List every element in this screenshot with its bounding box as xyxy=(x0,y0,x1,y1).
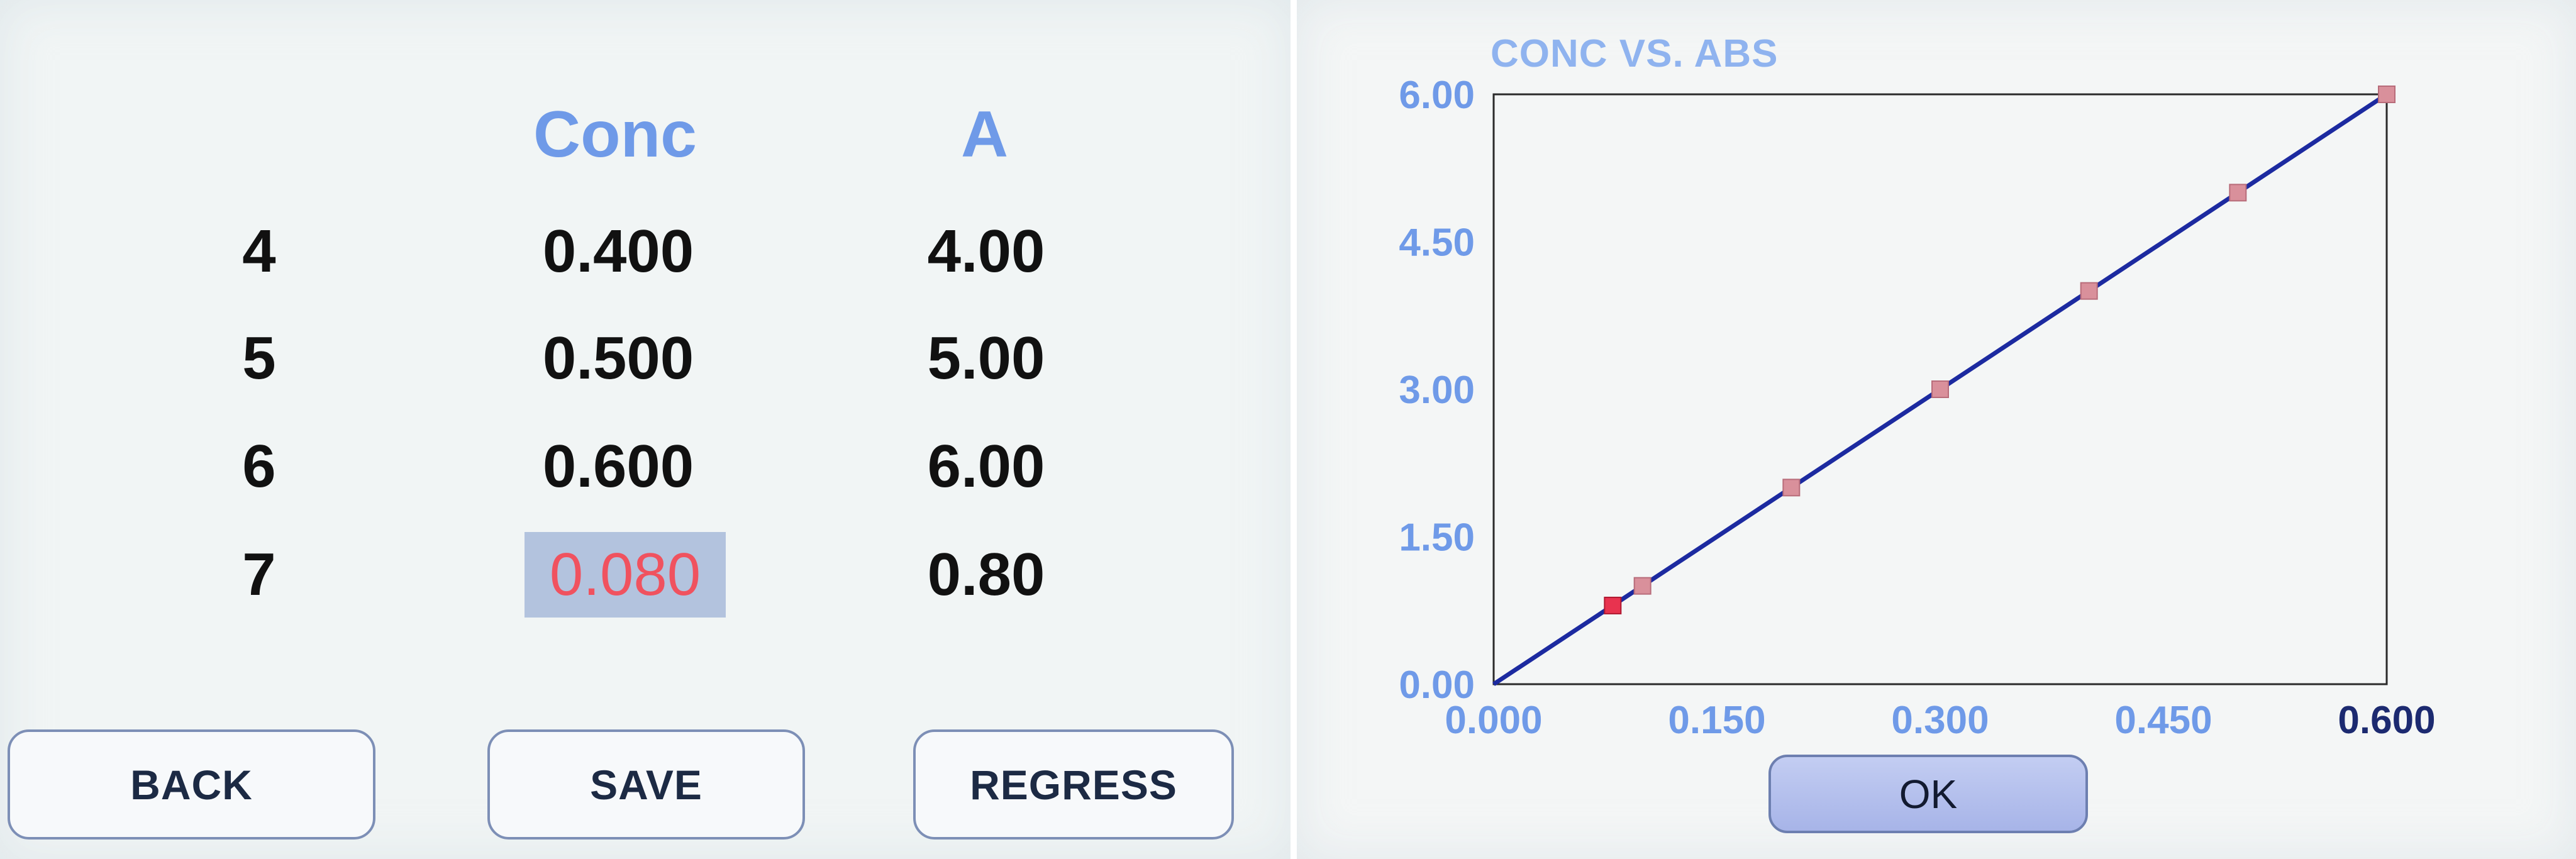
plot-frame xyxy=(1492,93,2388,685)
x-tick-label: 0.300 xyxy=(1891,699,1989,742)
regress-button[interactable]: REGRESS xyxy=(913,729,1234,840)
row-index: 7 xyxy=(242,541,276,608)
conc-column-header: Conc xyxy=(533,98,697,171)
y-tick-label: 4.50 xyxy=(1399,221,1475,265)
conc-cell[interactable]: 0.400 xyxy=(542,218,694,285)
conc-cell[interactable]: 0.600 xyxy=(542,433,694,500)
y-tick-label: 1.50 xyxy=(1399,516,1475,560)
x-tick-label: 0.600 xyxy=(2338,699,2435,742)
chart-title: CONC VS. ABS xyxy=(1491,32,1779,75)
x-tick-label: 0.150 xyxy=(1668,699,1765,742)
data-point-selected xyxy=(1604,596,1622,614)
data-table-panel: Conc A 4 0.400 4.00 5 0.500 5.00 6 0.600… xyxy=(0,0,1291,859)
save-button[interactable]: SAVE xyxy=(487,729,805,840)
abs-cell: 5.00 xyxy=(927,324,1045,392)
chart-panel xyxy=(1297,0,2576,859)
y-tick-label: 6.00 xyxy=(1399,74,1475,117)
data-point xyxy=(2080,282,2098,300)
abs-cell: 0.80 xyxy=(927,541,1045,608)
x-tick-label: 0.000 xyxy=(1445,699,1542,742)
data-point xyxy=(2229,184,2247,202)
data-point xyxy=(2378,86,2396,103)
conc-cell[interactable]: 0.500 xyxy=(542,324,694,392)
row-index: 5 xyxy=(242,324,276,392)
row-index: 6 xyxy=(242,433,276,500)
back-button[interactable]: BACK xyxy=(8,729,375,840)
data-point xyxy=(1782,479,1801,497)
abs-column-header: A xyxy=(961,98,1009,171)
conc-cell-selected[interactable]: 0.080 xyxy=(525,532,726,618)
ok-button[interactable]: OK xyxy=(1768,755,2088,833)
y-tick-label: 0.00 xyxy=(1399,663,1475,707)
row-index: 4 xyxy=(242,218,276,285)
data-point xyxy=(1633,577,1652,595)
abs-cell: 4.00 xyxy=(927,218,1045,285)
x-tick-label: 0.450 xyxy=(2114,699,2212,742)
y-tick-label: 3.00 xyxy=(1399,369,1475,412)
abs-cell: 6.00 xyxy=(927,433,1045,500)
data-point xyxy=(1931,380,1949,398)
